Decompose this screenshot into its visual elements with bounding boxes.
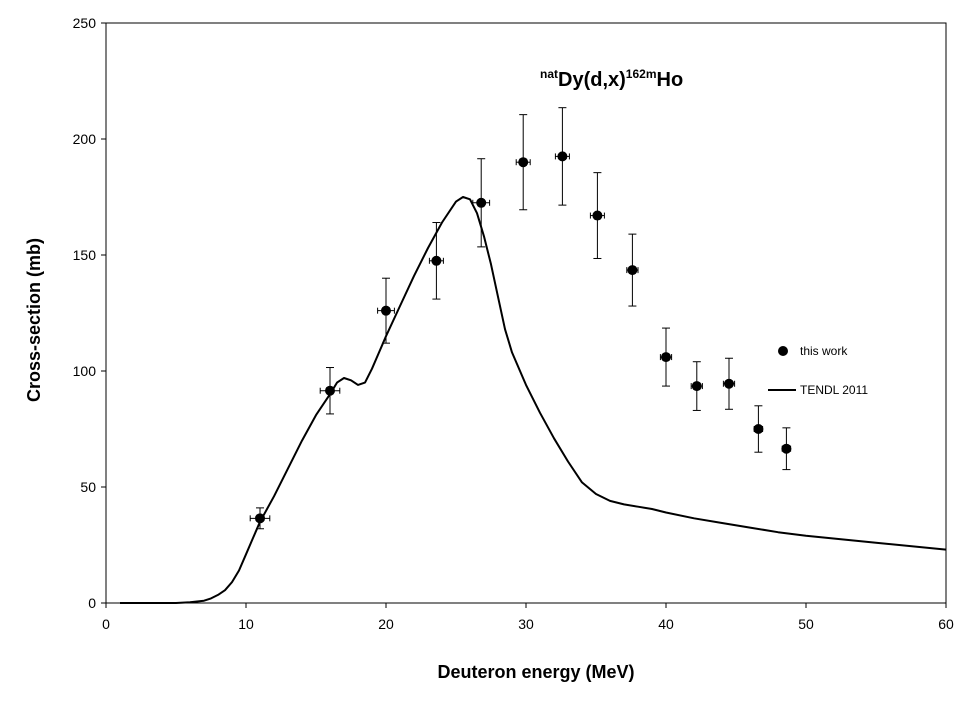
tendl-2011-curve [120,196,947,604]
x-tick-label: 20 [378,616,394,632]
data-point [554,107,570,206]
legend: this work TENDL 2011 [768,344,868,397]
x-tick-label: 10 [238,616,254,632]
data-point-marker [557,151,568,162]
data-point-marker [781,443,792,454]
legend-label-line: TENDL 2011 [800,383,868,397]
x-tick-label: 40 [658,616,674,632]
data-point-marker [255,513,265,524]
data-point-marker [627,265,638,276]
y-axis-title: Cross-section (mb) [24,238,44,402]
legend-marker-points [778,346,788,356]
x-tick-label: 30 [518,616,534,632]
axes: 0 10 20 30 40 50 60 0 50 100 150 200 250 [73,15,954,632]
x-tick-label: 60 [938,616,954,632]
x-tick-label: 0 [102,616,110,632]
data-point-marker [724,378,734,389]
data-point [690,361,703,411]
data-point-marker [476,197,487,208]
y-tick-label: 50 [80,479,96,495]
data-point [428,222,444,300]
data-point-marker [518,157,529,168]
data-point-marker [753,424,764,434]
data-point-marker [691,381,702,392]
data-point [249,507,271,530]
y-tick-label: 0 [88,595,96,611]
data-point [319,367,341,415]
data-point [515,114,531,211]
y-tick-label: 250 [73,15,97,31]
tendl-curve-layer [120,196,947,604]
data-point [722,357,736,410]
data-point-marker [325,385,335,396]
y-tick-label: 100 [73,363,97,379]
legend-label-points: this work [800,344,848,358]
data-point [377,277,395,344]
data-point [781,427,792,471]
data-point-marker [431,255,442,266]
plot-area-frame [105,22,947,604]
data-point-marker [381,305,391,316]
data-points-layer [249,107,792,530]
x-tick-label: 50 [798,616,814,632]
y-tick-label: 150 [73,247,97,263]
chart-title: natDy(d,x)162mHo [540,67,683,91]
data-point [626,233,639,307]
data-point [659,327,673,387]
x-axis-title: Deuteron energy (MeV) [437,662,634,682]
data-point [589,172,605,259]
data-point [472,158,491,248]
data-point-marker [592,210,603,221]
data-point [753,405,764,453]
y-tick-label: 200 [73,131,97,147]
data-point-marker [661,352,671,363]
